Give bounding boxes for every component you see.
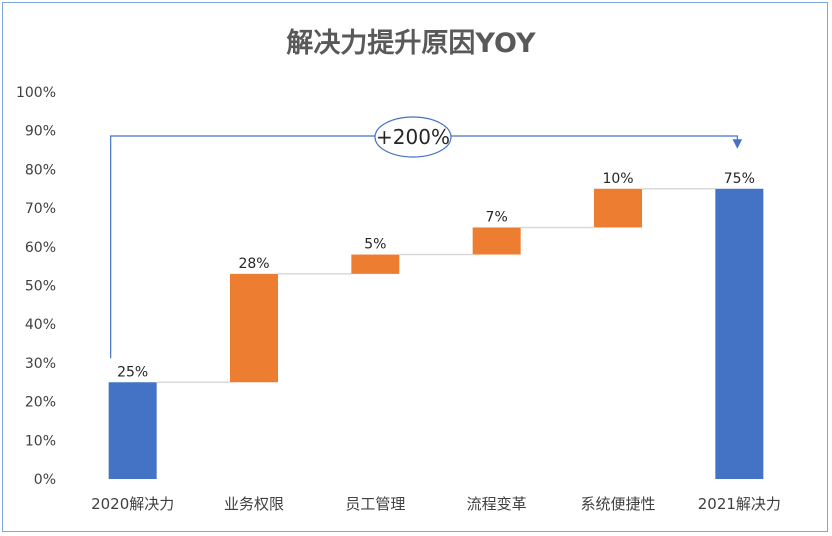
y-tick-label: 40% bbox=[25, 317, 56, 333]
connector-lines bbox=[156, 188, 716, 383]
chart-title: 解决力提升原因YOY bbox=[286, 28, 536, 59]
increase-bar bbox=[594, 188, 642, 228]
growth-arrow bbox=[110, 135, 743, 359]
y-tick-label: 70% bbox=[25, 201, 56, 217]
y-tick-label: 50% bbox=[25, 279, 56, 295]
data-label: 7% bbox=[486, 209, 508, 225]
growth-label: +200% bbox=[376, 125, 450, 149]
y-axis: 0% 10% 20% 30% 40% 50% 60% 70% 80% 90% 100% bbox=[16, 85, 56, 488]
y-tick-label: 20% bbox=[25, 395, 56, 411]
y-tick-label: 30% bbox=[25, 356, 56, 372]
bars bbox=[108, 188, 764, 479]
increase-bar bbox=[230, 273, 278, 383]
y-tick-label: 80% bbox=[25, 162, 56, 178]
y-tick-label: 90% bbox=[25, 124, 56, 140]
data-labels: 25% 28% 5% 7% 10% 75% bbox=[117, 171, 755, 381]
category-label: 业务权限 bbox=[224, 495, 284, 513]
total-bar bbox=[108, 382, 157, 479]
increase-bar bbox=[472, 227, 521, 255]
category-label: 系统便捷性 bbox=[580, 495, 655, 513]
total-bar bbox=[715, 188, 764, 479]
y-tick-label: 0% bbox=[34, 472, 56, 488]
category-label: 员工管理 bbox=[345, 495, 405, 513]
y-tick-label: 10% bbox=[25, 433, 56, 449]
category-labels: 2020解决力 业务权限 员工管理 流程变革 系统便捷性 2021解决力 bbox=[91, 495, 781, 513]
data-label: 5% bbox=[364, 237, 386, 253]
data-label: 28% bbox=[238, 256, 269, 272]
category-label: 2021解决力 bbox=[698, 495, 781, 513]
category-label: 流程变革 bbox=[467, 495, 527, 513]
y-tick-label: 60% bbox=[25, 240, 56, 256]
growth-annotation: +200% bbox=[110, 116, 743, 359]
data-label: 10% bbox=[602, 171, 633, 187]
data-label: 25% bbox=[117, 364, 148, 380]
data-label: 75% bbox=[724, 171, 755, 187]
y-tick-label: 100% bbox=[16, 85, 56, 101]
increase-bar bbox=[351, 254, 400, 274]
growth-ellipse bbox=[374, 116, 452, 158]
category-label: 2020解决力 bbox=[91, 495, 174, 513]
